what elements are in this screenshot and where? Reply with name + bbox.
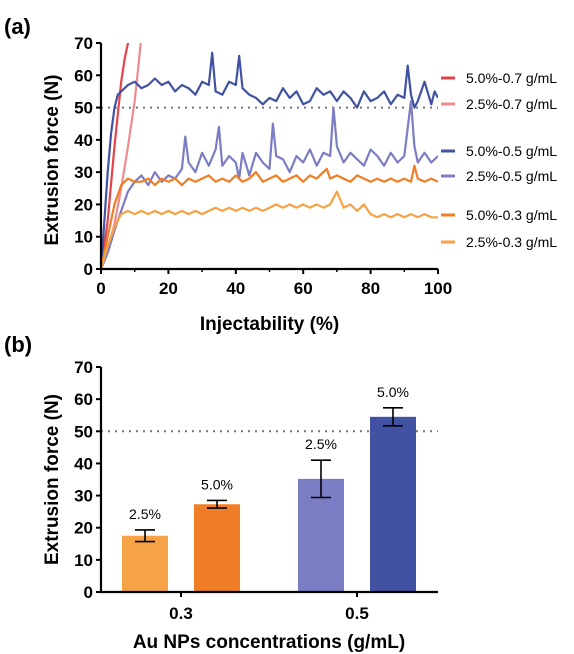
- series-line-3: [101, 99, 438, 269]
- y-tick-label: 0: [84, 260, 93, 279]
- axes-b: [99, 367, 438, 594]
- bar-label-0: 2.5%: [129, 506, 161, 522]
- y-tick-label: 60: [74, 66, 93, 85]
- y-tick-label: 70: [74, 34, 93, 53]
- series-line-1: [101, 43, 142, 269]
- y-tick-label: 20: [74, 519, 93, 538]
- y-tick-label: 50: [74, 99, 93, 118]
- tick-labels-b: 0 10 20 30 40 50 60 70 0.3 0.5: [74, 358, 369, 623]
- x-tick-label: 20: [159, 279, 178, 298]
- y-tick-label: 20: [74, 195, 93, 214]
- bar-1: [194, 504, 240, 592]
- x-tick-label: 100: [424, 279, 452, 298]
- panel-a-label: (a): [4, 14, 31, 39]
- x-tick-label: 40: [226, 279, 245, 298]
- axes: [99, 43, 438, 271]
- bar-0: [122, 535, 168, 592]
- series-line-4: [101, 164, 438, 269]
- bar-3: [370, 416, 416, 592]
- bars: 2.5% 5.0% 2.5% 5.0%: [122, 384, 416, 592]
- line-chart: 0 10 20 30 40 50 60 70 0 20 40 60 80 100: [74, 34, 452, 298]
- y-tick-label: 30: [74, 163, 93, 182]
- bar-label-3: 5.0%: [377, 384, 409, 400]
- x-axis-title-b: Au NPs concentrations (g/mL): [133, 632, 405, 653]
- x-tick-label: 60: [294, 279, 313, 298]
- series-line-0: [101, 43, 130, 269]
- x-tick-label: 80: [361, 279, 380, 298]
- legend: 5.0%-0.7 g/mL 2.5%-0.7 g/mL 5.0%-0.5 g/mL 2…: [441, 70, 557, 250]
- bar-label-1: 5.0%: [201, 476, 233, 492]
- y-tick-label: 10: [74, 551, 93, 570]
- series-line-5: [101, 190, 438, 269]
- x-tick-label: 0: [96, 279, 105, 298]
- y-axis-title-b: Extrusion force (N): [42, 394, 63, 565]
- series-line-2: [101, 51, 438, 269]
- y-tick-label: 10: [74, 228, 93, 247]
- y-axis-title: Extrusion force (N): [42, 74, 63, 245]
- legend-label-5: 2.5%-0.3 g/mL: [466, 234, 557, 250]
- y-tick-label: 70: [74, 358, 93, 377]
- y-tick-label: 50: [74, 422, 93, 441]
- y-tick-label: 40: [74, 454, 93, 473]
- y-tick-label: 60: [74, 390, 93, 409]
- legend-label-4: 5.0%-0.3 g/mL: [466, 207, 557, 223]
- y-tick-label: 30: [74, 487, 93, 506]
- y-tick-label: 40: [74, 131, 93, 150]
- bar-label-2: 2.5%: [305, 436, 337, 452]
- legend-label-1: 2.5%-0.7 g/mL: [466, 96, 557, 112]
- y-tick-label: 0: [84, 583, 93, 602]
- x-tick-label: 0.3: [169, 604, 193, 623]
- panel-b-label: (b): [4, 332, 32, 357]
- series-lines: [101, 43, 438, 269]
- legend-label-2: 5.0%-0.5 g/mL: [466, 143, 557, 159]
- legend-label-3: 2.5%-0.5 g/mL: [466, 168, 557, 184]
- legend-label-0: 5.0%-0.7 g/mL: [466, 70, 557, 86]
- x-tick-label: 0.5: [345, 604, 369, 623]
- x-axis-title: Injectability (%): [200, 314, 339, 335]
- bar-chart: 2.5% 5.0% 2.5% 5.0% 0 10 20 30 40 50 60 70 0.3 0.5: [74, 358, 438, 623]
- tick-labels: 0 10 20 30 40 50 60 70 0 20 40 60 80 100: [74, 34, 452, 298]
